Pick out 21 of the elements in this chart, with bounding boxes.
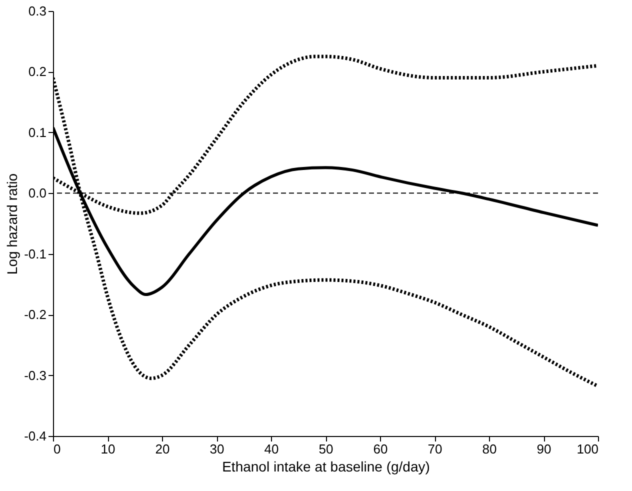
x-tick-label: 100 bbox=[576, 442, 598, 456]
y-tick-label: 0.1 bbox=[28, 124, 46, 140]
y-tick-label: 0.3 bbox=[28, 4, 46, 18]
y-tick-label: -0.2 bbox=[24, 307, 46, 322]
y-tick-label: -0.4 bbox=[24, 428, 46, 444]
x-tick-label: 80 bbox=[482, 442, 497, 456]
x-tick-label: 70 bbox=[428, 442, 442, 456]
y-tick-label: 0.0 bbox=[28, 186, 46, 201]
x-tick-label: 40 bbox=[264, 442, 279, 456]
x-tick-label: 60 bbox=[373, 442, 388, 456]
x-tick-label: 50 bbox=[318, 442, 334, 456]
y-tick-label: -0.3 bbox=[24, 368, 46, 383]
x-tick-label: 0 bbox=[54, 442, 61, 456]
y-axis-title: Log hazard ratio bbox=[4, 173, 20, 275]
x-tick-label: 30 bbox=[210, 442, 224, 456]
x-axis-title: Ethanol intake at baseline (g/day) bbox=[222, 458, 430, 474]
y-tick-label: 0.2 bbox=[28, 64, 46, 80]
y-tick-label: -0.1 bbox=[24, 246, 46, 262]
x-tick-label: 10 bbox=[100, 442, 116, 456]
x-tick-label: 90 bbox=[536, 442, 552, 456]
x-tick-label: 20 bbox=[155, 442, 170, 456]
